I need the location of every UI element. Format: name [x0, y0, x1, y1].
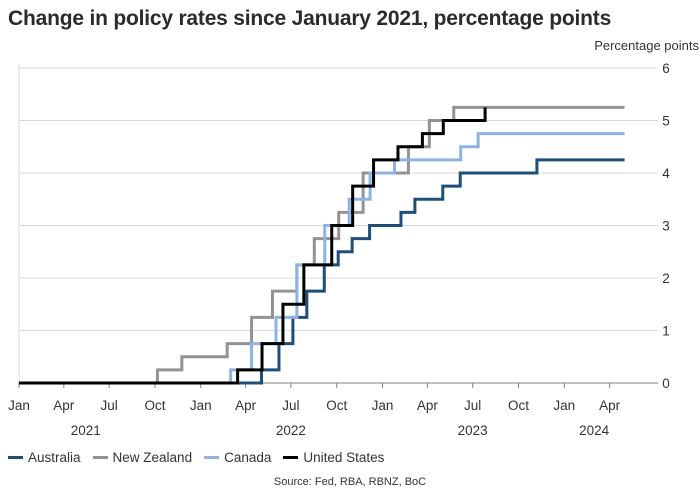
legend-label: New Zealand [112, 450, 193, 465]
x-tick-label: Apr [53, 398, 75, 413]
legend-swatch [8, 456, 23, 459]
x-tick-label: Jan [190, 398, 212, 413]
legend-swatch [92, 456, 108, 459]
y-tick-label: 1 [662, 324, 670, 339]
x-tick-label: Oct [144, 398, 165, 413]
x-tick-label: Oct [326, 398, 347, 413]
x-year-label: 2023 [458, 423, 488, 438]
legend: Australia New Zealand Canada United States [8, 450, 384, 465]
x-year-label: 2021 [71, 423, 101, 438]
series-line-new-zealand [19, 105, 625, 385]
x-tick-label: Jan [372, 398, 394, 413]
x-tick-label: Jul [464, 398, 481, 413]
legend-swatch [204, 456, 220, 459]
legend-item: New Zealand [92, 450, 193, 465]
axes: 0 1 2 3 4 5 6 Jan Apr Jul Oct Jan Apr Jul Oct Jan Apr Jul… [8, 61, 670, 438]
x-tick-label: Apr [235, 398, 257, 413]
chart-title: Change in policy rates since January 202… [8, 7, 612, 30]
y-tick-label: 4 [662, 166, 670, 181]
x-tick-label: Oct [508, 398, 529, 413]
y-axis-unit-label: Percentage points [594, 38, 699, 53]
series-line-united-states [19, 107, 487, 385]
series-line-australia [19, 158, 625, 385]
y-tick-label: 3 [662, 219, 670, 234]
series-lines [19, 105, 625, 385]
x-year-label: 2022 [276, 423, 306, 438]
x-tick-label: Apr [417, 398, 439, 413]
y-tick-label: 6 [662, 61, 670, 76]
source-note: Source: Fed, RBA, RBNZ, BoC [273, 476, 427, 488]
y-tick-label: 5 [662, 114, 670, 129]
y-tick-label: 2 [662, 271, 670, 286]
x-tick-label: Apr [599, 398, 621, 413]
x-tick-label: Jan [8, 398, 30, 413]
legend-label: United States [303, 450, 385, 465]
x-tick-label: Jul [101, 398, 118, 413]
legend-item: Canada [204, 450, 271, 465]
legend-label: Australia [28, 450, 81, 465]
series-line-canada [19, 132, 625, 385]
x-tick-label: Jan [553, 398, 575, 413]
legend-item: United States [283, 450, 384, 465]
x-tick-label: Jul [282, 398, 299, 413]
legend-item: Australia [8, 450, 81, 465]
legend-swatch [283, 456, 299, 459]
x-year-label: 2024 [579, 423, 610, 438]
legend-label: Canada [224, 450, 272, 465]
y-tick-label: 0 [662, 376, 670, 391]
